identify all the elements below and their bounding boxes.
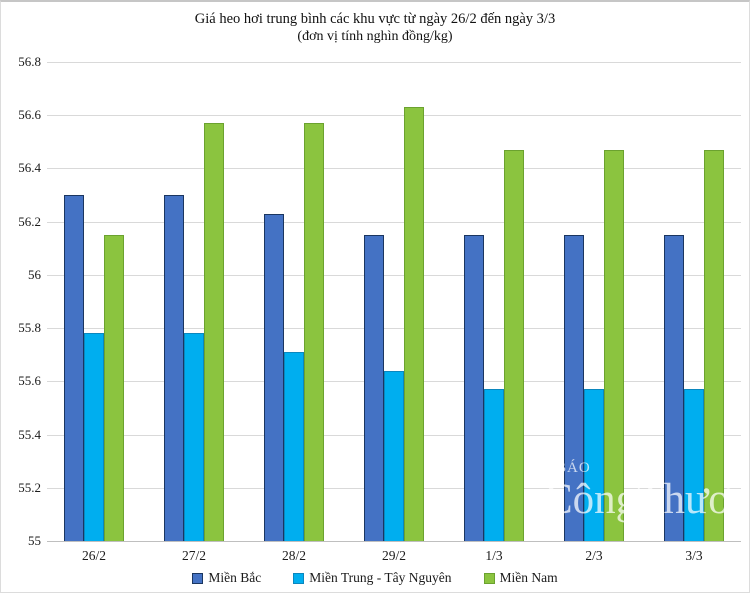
y-gridline <box>47 115 741 116</box>
x-axis-tick-label: 3/3 <box>685 548 703 563</box>
y-gridline <box>47 168 741 169</box>
y-axis-tick-label: 56.6 <box>18 107 41 122</box>
y-axis-tick-label: 55.2 <box>18 480 41 495</box>
bar-series1-cat2 <box>284 352 304 541</box>
bar-series2-cat2 <box>304 123 324 541</box>
legend-swatch-icon <box>483 572 495 584</box>
chart-legend: Miền Bắc Miền Trung - Tây Nguyên Miền Nam <box>1 570 749 586</box>
bar-series2-cat6 <box>704 150 724 541</box>
y-axis-tick-label: 56.8 <box>18 54 41 69</box>
x-axis-tick-label: 26/2 <box>81 548 106 563</box>
bar-series0-cat1 <box>164 195 184 541</box>
legend-swatch-icon <box>192 572 204 584</box>
y-gridline <box>47 328 741 329</box>
bar-series1-cat3 <box>384 371 404 541</box>
x-axis-line <box>47 541 741 542</box>
y-gridline <box>47 222 741 223</box>
chart-subtitle: (đơn vị tính nghìn đồng/kg) <box>297 29 453 44</box>
y-gridline <box>47 62 741 63</box>
x-axis-tick-label: 29/2 <box>381 548 406 563</box>
bar-series2-cat3 <box>404 107 424 541</box>
legend-item-2: Miền Nam <box>483 570 558 586</box>
y-axis-tick-label: 55.4 <box>18 427 41 442</box>
chart-title-block: Giá heo hơi trung bình các khu vực từ ng… <box>1 10 749 46</box>
bar-series0-cat5 <box>564 235 584 541</box>
bar-series2-cat0 <box>104 235 124 541</box>
legend-item-0: Miền Bắc <box>192 570 261 586</box>
bar-series0-cat0 <box>64 195 84 541</box>
y-axis-tick-label: 56.2 <box>18 214 41 229</box>
bar-series0-cat6 <box>664 235 684 541</box>
bar-series1-cat1 <box>184 333 204 541</box>
legend-label: Miền Nam <box>499 570 558 585</box>
x-axis-tick-label: 2/3 <box>585 548 603 563</box>
bar-series2-cat1 <box>204 123 224 541</box>
y-gridline <box>47 275 741 276</box>
y-axis-tick-label: 56 <box>28 267 41 282</box>
x-axis-tick-label: 27/2 <box>181 548 206 563</box>
y-axis-tick-label: 55.8 <box>18 320 41 335</box>
y-axis-tick-label: 55 <box>28 533 41 548</box>
bar-series0-cat4 <box>464 235 484 541</box>
bar-series0-cat2 <box>264 214 284 541</box>
bar-series2-cat4 <box>504 150 524 541</box>
y-axis-tick-label: 56.4 <box>18 160 41 175</box>
x-axis-tick-label: 28/2 <box>281 548 306 563</box>
bar-series2-cat5 <box>604 150 624 541</box>
bar-series1-cat5 <box>584 389 604 541</box>
bar-series1-cat0 <box>84 333 104 541</box>
x-axis-tick-label: 1/3 <box>485 548 503 563</box>
legend-label: Miền Bắc <box>208 570 262 585</box>
bar-series1-cat6 <box>684 389 704 541</box>
y-axis-tick-label: 55.6 <box>18 373 41 388</box>
legend-item-1: Miền Trung - Tây Nguyên <box>293 570 452 586</box>
legend-swatch-icon <box>293 572 305 584</box>
bar-series1-cat4 <box>484 389 504 541</box>
chart-title: Giá heo hơi trung bình các khu vực từ ng… <box>194 11 556 27</box>
legend-label: Miền Trung - Tây Nguyên <box>309 570 452 585</box>
bar-series0-cat3 <box>364 235 384 541</box>
